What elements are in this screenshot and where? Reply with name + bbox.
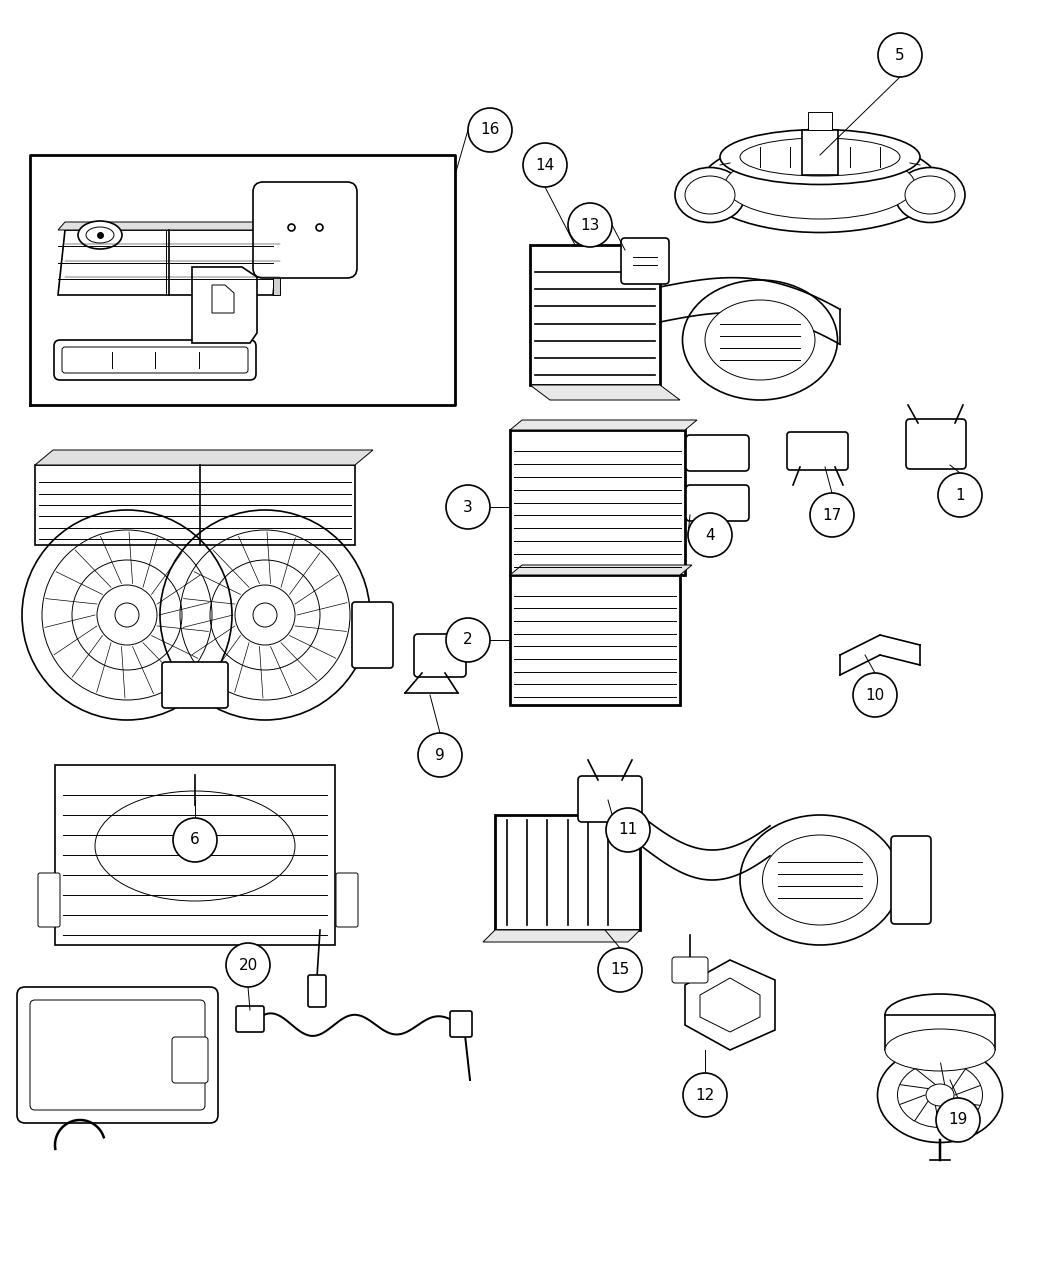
Text: 17: 17 [822, 507, 842, 523]
Polygon shape [483, 929, 640, 942]
Circle shape [682, 1074, 727, 1117]
FancyBboxPatch shape [578, 776, 642, 822]
Ellipse shape [675, 167, 745, 223]
FancyBboxPatch shape [62, 347, 248, 374]
FancyBboxPatch shape [686, 435, 749, 470]
Polygon shape [273, 230, 280, 295]
FancyBboxPatch shape [802, 130, 838, 175]
FancyBboxPatch shape [172, 1037, 208, 1082]
Ellipse shape [926, 1084, 954, 1105]
Circle shape [418, 733, 462, 776]
Ellipse shape [740, 815, 900, 945]
Circle shape [598, 949, 642, 992]
FancyBboxPatch shape [30, 1000, 205, 1111]
Ellipse shape [86, 227, 114, 244]
Ellipse shape [740, 138, 900, 176]
Polygon shape [530, 385, 680, 400]
FancyBboxPatch shape [236, 1006, 264, 1031]
Ellipse shape [885, 994, 995, 1037]
Circle shape [116, 603, 139, 627]
Text: 16: 16 [480, 122, 500, 138]
Text: 2: 2 [463, 632, 472, 648]
FancyBboxPatch shape [672, 958, 708, 983]
FancyBboxPatch shape [38, 873, 60, 927]
Circle shape [446, 618, 490, 662]
FancyBboxPatch shape [686, 484, 749, 521]
Polygon shape [212, 286, 234, 312]
FancyBboxPatch shape [906, 419, 966, 469]
Polygon shape [685, 960, 775, 1051]
Text: 15: 15 [610, 963, 630, 978]
Polygon shape [58, 230, 280, 295]
FancyBboxPatch shape [495, 815, 640, 929]
Ellipse shape [720, 130, 920, 185]
FancyBboxPatch shape [17, 987, 218, 1123]
Circle shape [253, 603, 277, 627]
Text: 6: 6 [190, 833, 200, 848]
Text: 12: 12 [695, 1088, 715, 1103]
Circle shape [938, 473, 982, 516]
Circle shape [606, 808, 650, 852]
FancyBboxPatch shape [55, 765, 335, 945]
Ellipse shape [724, 150, 915, 219]
Circle shape [173, 819, 217, 862]
FancyBboxPatch shape [510, 430, 685, 575]
Circle shape [568, 203, 612, 247]
Circle shape [226, 944, 270, 987]
Text: 11: 11 [618, 822, 637, 838]
FancyBboxPatch shape [352, 602, 393, 668]
Ellipse shape [705, 300, 815, 380]
FancyBboxPatch shape [414, 634, 466, 677]
Text: 20: 20 [238, 958, 257, 973]
FancyBboxPatch shape [891, 836, 931, 924]
Circle shape [523, 143, 567, 187]
FancyBboxPatch shape [162, 662, 228, 708]
Polygon shape [510, 419, 697, 430]
Polygon shape [700, 978, 760, 1031]
FancyBboxPatch shape [510, 575, 680, 705]
Text: 4: 4 [706, 528, 715, 542]
Text: 3: 3 [463, 500, 472, 515]
Text: 14: 14 [536, 158, 554, 172]
Text: 13: 13 [581, 218, 600, 232]
Polygon shape [58, 222, 280, 230]
FancyBboxPatch shape [808, 112, 832, 130]
Circle shape [688, 513, 732, 557]
Polygon shape [35, 450, 373, 465]
Ellipse shape [898, 1062, 983, 1127]
Ellipse shape [905, 176, 956, 214]
Polygon shape [192, 266, 257, 343]
Ellipse shape [878, 1048, 1003, 1142]
Ellipse shape [78, 221, 122, 249]
Circle shape [446, 484, 490, 529]
Polygon shape [510, 565, 692, 575]
Text: 1: 1 [956, 487, 965, 502]
Text: 9: 9 [435, 747, 445, 762]
FancyBboxPatch shape [35, 465, 355, 544]
FancyBboxPatch shape [308, 975, 326, 1007]
FancyBboxPatch shape [450, 1011, 472, 1037]
Text: 10: 10 [865, 687, 884, 703]
Ellipse shape [885, 1029, 995, 1071]
Circle shape [468, 108, 512, 152]
Ellipse shape [762, 835, 878, 924]
FancyBboxPatch shape [336, 873, 358, 927]
Ellipse shape [700, 138, 940, 232]
FancyBboxPatch shape [621, 238, 669, 284]
Circle shape [878, 33, 922, 76]
FancyBboxPatch shape [253, 182, 357, 278]
Text: 19: 19 [948, 1113, 968, 1127]
Text: 5: 5 [896, 47, 905, 62]
Ellipse shape [682, 280, 838, 400]
Ellipse shape [685, 176, 735, 214]
Circle shape [853, 673, 897, 717]
Ellipse shape [895, 167, 965, 223]
Polygon shape [885, 1015, 995, 1051]
FancyBboxPatch shape [54, 340, 256, 380]
FancyBboxPatch shape [788, 432, 848, 470]
Circle shape [936, 1098, 980, 1142]
Circle shape [810, 493, 854, 537]
FancyBboxPatch shape [530, 245, 660, 385]
